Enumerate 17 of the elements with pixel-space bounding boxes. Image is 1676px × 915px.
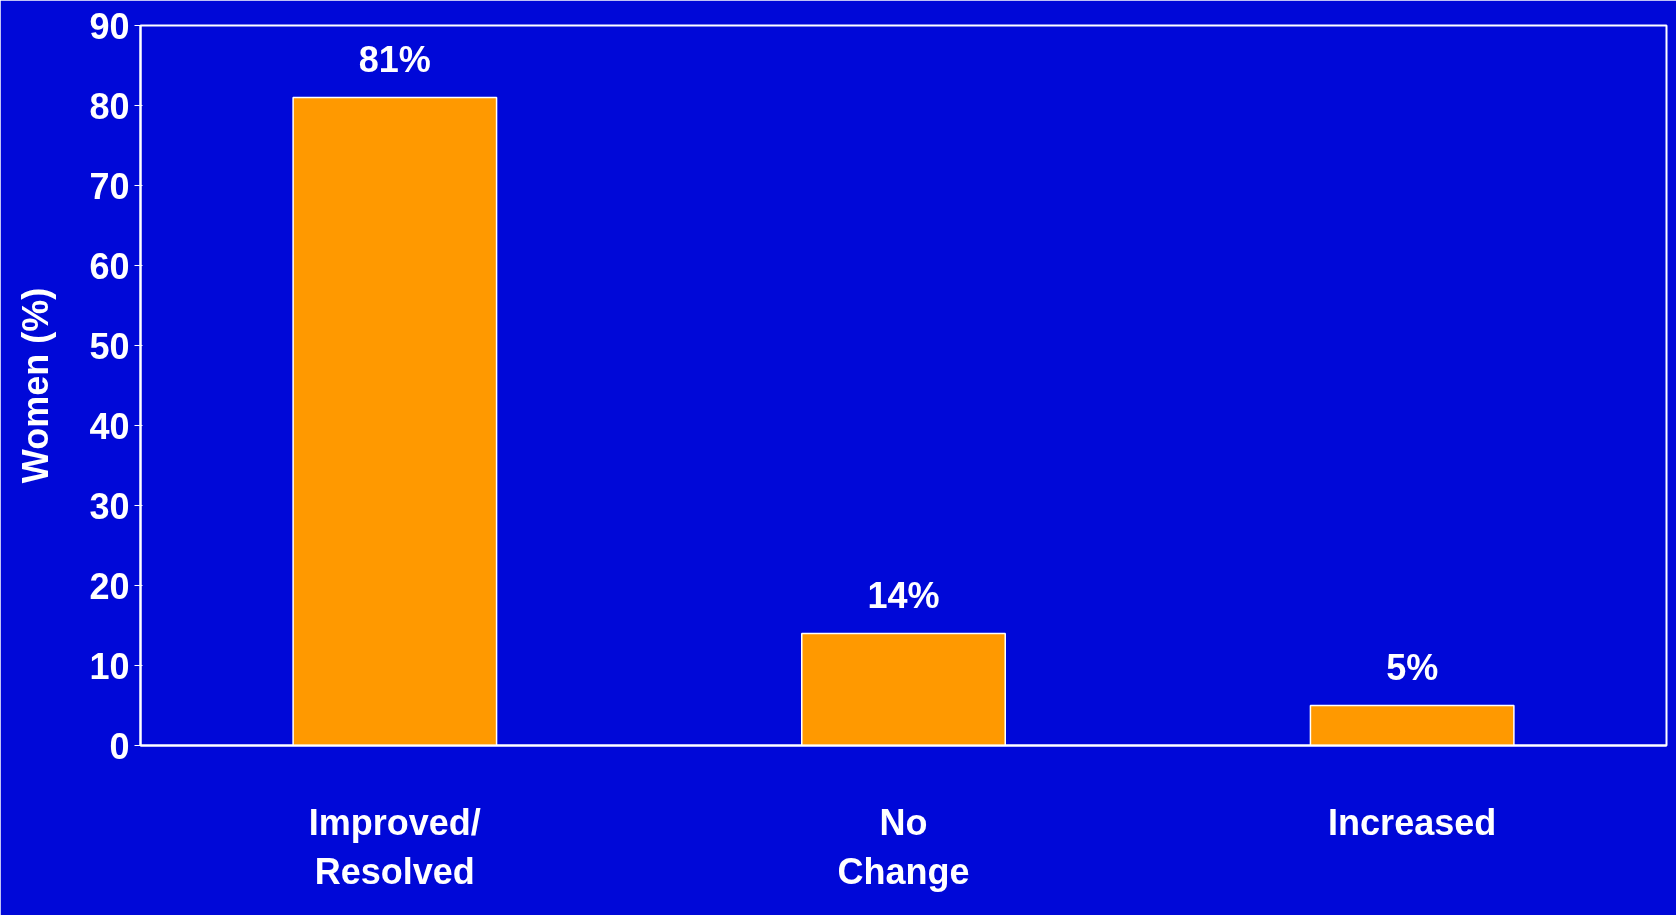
data-label: 81%	[358, 38, 431, 80]
y-tick-label: 0	[109, 725, 130, 767]
data-label: 5%	[1386, 646, 1439, 688]
y-tick-label: 10	[89, 645, 130, 687]
y-tick-label: 30	[89, 485, 130, 527]
y-axis-title: Women (%)	[15, 287, 57, 484]
data-label: 14%	[867, 574, 940, 616]
x-tick-label: Increased	[1328, 801, 1497, 843]
y-tick-label: 60	[89, 245, 130, 287]
y-tick-label: 50	[89, 325, 130, 367]
y-tick-label: 80	[89, 85, 130, 127]
x-tick-label: Improved/ Resolved	[308, 801, 481, 892]
y-tick-label: 20	[89, 565, 130, 607]
y-tick-label: 90	[89, 5, 130, 47]
y-tick-label: 40	[89, 405, 130, 447]
x-tick-label: No Change	[837, 801, 970, 892]
y-tick-label: 70	[89, 165, 130, 207]
